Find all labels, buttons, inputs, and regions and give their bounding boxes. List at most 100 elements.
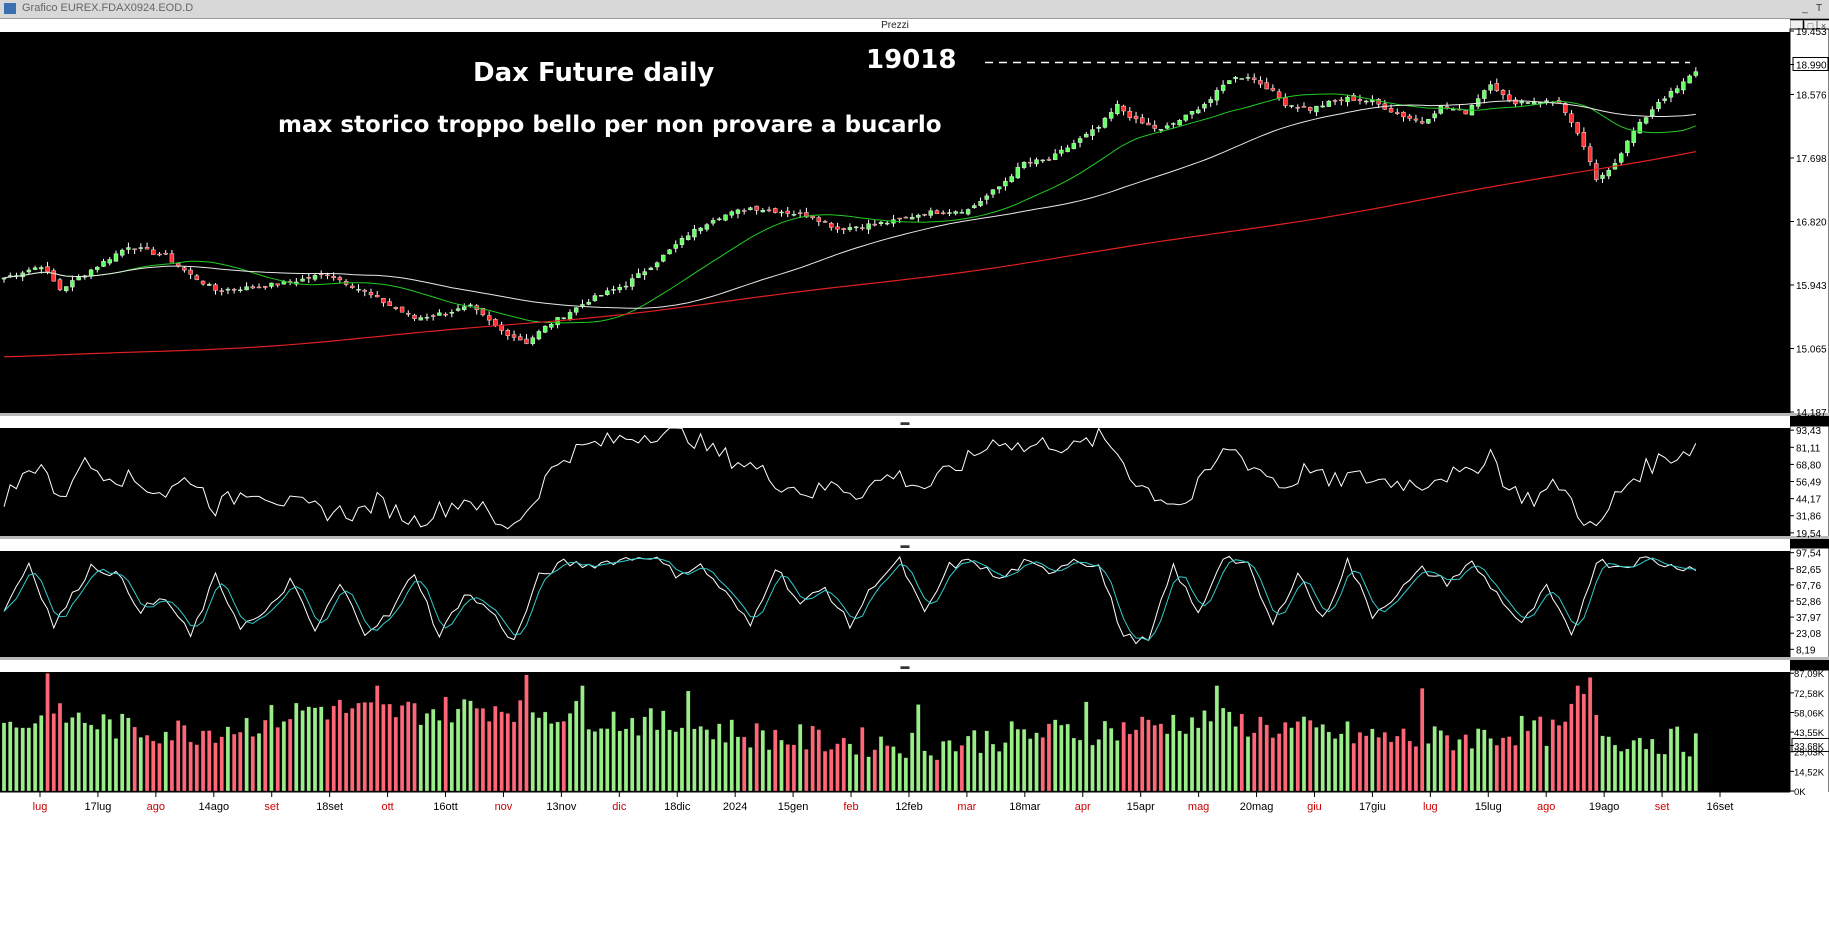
- candle-body: [934, 210, 940, 215]
- volume-bar: [1146, 719, 1151, 792]
- candle-body: [505, 330, 511, 336]
- separator-3: [0, 657, 1829, 660]
- candle-body: [1189, 111, 1195, 115]
- candle-body: [1084, 133, 1089, 138]
- x-axis-label: ago: [147, 801, 165, 813]
- x-axis-label: apr: [1075, 801, 1091, 813]
- candle-body: [1606, 170, 1611, 177]
- volume-axis-label: 0K: [1794, 787, 1806, 798]
- candle-body: [231, 288, 237, 291]
- volume-axis-label: 58,06K: [1794, 708, 1825, 719]
- candle-body: [1283, 97, 1288, 106]
- candle-body: [1587, 146, 1593, 162]
- candle-body: [1401, 112, 1406, 118]
- x-axis-label: 15lug: [1475, 801, 1502, 813]
- candle-body: [1102, 117, 1108, 128]
- volume-bar: [1656, 753, 1661, 792]
- volume-bar: [1220, 707, 1226, 792]
- candle-body: [219, 290, 224, 292]
- volume-bar: [493, 705, 498, 792]
- candle-body: [1108, 112, 1114, 119]
- volume-bar: [567, 713, 573, 792]
- volume-bar: [325, 719, 330, 792]
- volume-bar: [182, 725, 187, 792]
- volume-bar: [860, 727, 865, 792]
- volume-bar: [1164, 733, 1170, 792]
- minimize-button[interactable]: _: [1802, 3, 1808, 14]
- candle-body: [480, 307, 486, 316]
- window-titlebar: Grafico EUREX.FDAX0924.EOD.D _ T: [0, 0, 1829, 19]
- price-pane[interactable]: 19.453 18.990 18.576 17.698 16.820 15.943 15.0…: [1, 27, 1829, 419]
- volume-bar: [213, 742, 218, 792]
- candle-body: [785, 210, 790, 214]
- volume-bar: [1550, 719, 1555, 792]
- volume-bar: [872, 749, 877, 792]
- volume-bar: [250, 736, 255, 792]
- candle-body: [263, 286, 268, 288]
- candle-body: [1264, 82, 1269, 90]
- volume-bar: [1594, 714, 1599, 792]
- volume-bar: [785, 744, 790, 792]
- volume-bar: [95, 728, 100, 792]
- volume-bar: [424, 713, 430, 792]
- candle-body: [1071, 143, 1077, 149]
- volume-bar: [1469, 748, 1475, 792]
- volume-bar: [1513, 745, 1518, 792]
- stochastic-pane[interactable]: 97,54 82,65 67,76 52,86 37,97 23,08 8,19: [3, 549, 1821, 657]
- candle-body: [710, 220, 716, 224]
- candle-body: [151, 249, 156, 255]
- volume-bar: [673, 731, 678, 792]
- volume-bar: [1650, 738, 1655, 792]
- volume-bar: [200, 730, 206, 792]
- volume-bar: [698, 726, 703, 792]
- rsi-axis-label: 19,54: [1796, 529, 1821, 540]
- volume-bar: [350, 708, 355, 792]
- candle-body: [399, 306, 405, 313]
- volume-bar: [362, 702, 367, 792]
- candle-body: [829, 223, 834, 228]
- volume-bar: [997, 751, 1002, 792]
- candle-body: [1419, 121, 1425, 124]
- separator-3-header: [0, 660, 1790, 672]
- x-axis-label: 12feb: [895, 801, 923, 813]
- volume-bar: [1637, 737, 1643, 792]
- candle-body: [1650, 109, 1655, 117]
- volume-bar: [642, 716, 647, 792]
- candle-body: [549, 324, 554, 328]
- candle-body: [723, 214, 728, 221]
- price-axis-label: 18.990: [1796, 60, 1827, 71]
- volume-bar: [219, 736, 224, 792]
- candle-body: [1438, 105, 1444, 114]
- candle-body: [1164, 125, 1170, 129]
- candle-body: [306, 277, 311, 279]
- candle-body: [1357, 99, 1363, 101]
- volume-bar: [1133, 729, 1139, 792]
- candle-body: [1563, 103, 1568, 113]
- candle-body: [623, 285, 629, 288]
- text-tool-button[interactable]: T: [1815, 3, 1823, 14]
- candle-body: [1183, 114, 1189, 121]
- candle-body: [1407, 115, 1412, 119]
- candle-body: [1233, 77, 1238, 80]
- volume-bar: [312, 707, 318, 792]
- volume-bar: [207, 730, 212, 792]
- volume-bar: [375, 685, 380, 792]
- candle-body: [250, 286, 256, 289]
- candle-body: [194, 275, 200, 280]
- volume-bar: [611, 711, 616, 792]
- volume-bar: [1233, 726, 1238, 792]
- volume-bar: [1662, 753, 1667, 792]
- volume-bar: [916, 704, 921, 792]
- volume-bar: [530, 712, 535, 792]
- candle-body: [163, 252, 168, 255]
- volume-bar: [1482, 729, 1487, 792]
- volume-bar: [1693, 733, 1698, 792]
- separator-1-header: [0, 416, 1790, 428]
- price-axis-label: 14.187: [1796, 408, 1827, 419]
- rsi-pane[interactable]: 93,43 81,11 68,80 56,49 44,17 31,86 19,54: [3, 426, 1821, 540]
- volume-bar: [45, 673, 50, 792]
- candle-body: [922, 214, 927, 216]
- candle-body: [524, 338, 529, 344]
- stoch-axis: [1789, 547, 1829, 659]
